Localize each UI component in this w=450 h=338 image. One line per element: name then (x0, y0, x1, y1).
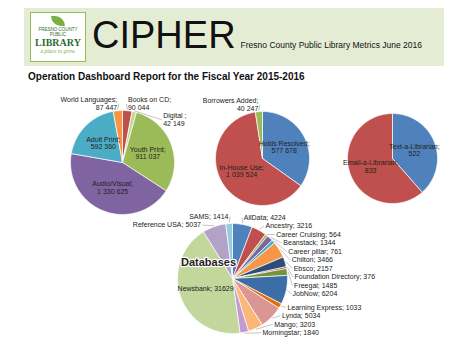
svg-text:Foundation Directory; 376: Foundation Directory; 376 (294, 273, 375, 281)
svg-text:Digital ;42 149: Digital ;42 149 (163, 112, 186, 126)
svg-text:Text-a-Librarian;522: Text-a-Librarian;522 (389, 143, 440, 157)
svg-text:JobNow; 6204: JobNow; 6204 (293, 290, 338, 297)
svg-text:World Languages;87 447: World Languages;87 447 (61, 96, 118, 110)
svg-text:Ancestry; 3216: Ancestry; 3216 (266, 222, 313, 230)
html-text:Fresno County Public Library M: Fresno County Public Library Metrics Jun… (240, 40, 422, 50)
svg-text:Reference USA; 5037: Reference USA; 5037 (133, 221, 201, 228)
svg-text:Ebsco; 2157: Ebsco; 2157 (294, 265, 333, 272)
svg-text:Mango; 3203: Mango; 3203 (274, 321, 315, 329)
html-text:Operation Dashboard Report for: Operation Dashboard Report for the Fisca… (28, 71, 305, 82)
svg-text:Morningstar; 1840: Morningstar; 1840 (263, 329, 320, 337)
html-text:LIBRARY: LIBRARY (35, 37, 81, 48)
svg-text:Lynda; 5034: Lynda; 5034 (282, 312, 320, 320)
svg-text:Freegal; 1485: Freegal; 1485 (294, 282, 337, 290)
svg-text:Career Cruising; 564: Career Cruising; 564 (276, 231, 341, 239)
svg-text:SAMS; 1414: SAMS; 1414 (189, 213, 228, 220)
svg-text:Youth Print;911 037: Youth Print;911 037 (130, 146, 166, 160)
svg-text:Newsbank; 31629: Newsbank; 31629 (178, 285, 234, 292)
html-text:CIPHER: CIPHER (92, 14, 236, 56)
svg-text:Career pillar; 761: Career pillar; 761 (288, 248, 342, 256)
svg-text:Databases: Databases (181, 256, 236, 268)
svg-text:Learning Express; 1033: Learning Express; 1033 (287, 304, 361, 312)
svg-text:Borrowers Added;40 247: Borrowers Added;40 247 (203, 97, 259, 111)
svg-text:Chilton; 3466: Chilton; 3466 (292, 256, 333, 263)
svg-text:Beanstack; 1344: Beanstack; 1344 (283, 239, 335, 246)
svg-text:AllData; 4224: AllData; 4224 (244, 214, 286, 221)
html-text:FRESNO COUNTY PUBLIC: FRESNO COUNTY PUBLIC (38, 27, 78, 37)
svg-text:Audio/Visual;1 330 625: Audio/Visual;1 330 625 (92, 180, 133, 194)
svg-text:Holds Resolved;577 678: Holds Resolved;577 678 (259, 140, 310, 154)
svg-text:Books on CD;90 044: Books on CD;90 044 (128, 96, 171, 110)
svg-text:Email-a-Librarian;833: Email-a-Librarian;833 (343, 159, 398, 173)
svg-text:Adult Print;592 360: Adult Print;592 360 (86, 136, 120, 150)
svg-text:In-House Use;1 039 524: In-House Use;1 039 524 (219, 164, 264, 178)
html-text:a place to grow.: a place to grow. (40, 48, 76, 54)
